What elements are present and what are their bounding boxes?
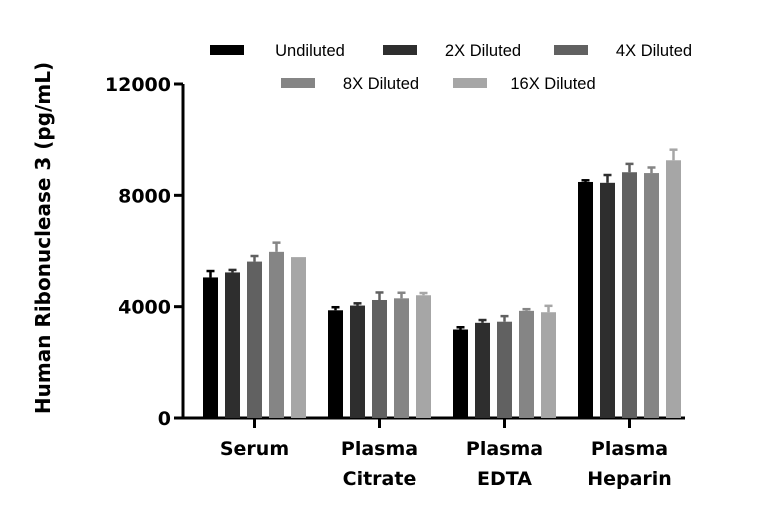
y-tick-label: 8000 xyxy=(118,185,171,207)
x-category-label: Heparin xyxy=(587,468,672,490)
legend-swatch xyxy=(210,45,244,55)
bar xyxy=(541,312,556,418)
bar xyxy=(600,182,615,418)
bar xyxy=(394,298,409,418)
y-axis-label: Human Ribonuclease 3 (pg/mL) xyxy=(31,62,55,414)
legend-swatch xyxy=(281,78,315,88)
x-category-label: Plasma xyxy=(591,438,668,460)
legend-swatch xyxy=(554,45,588,55)
x-category-label: Plasma xyxy=(466,438,543,460)
legend-entry: 8X Diluted xyxy=(343,75,419,93)
legend-entry: 2X Diluted xyxy=(445,42,521,60)
bar xyxy=(203,277,218,418)
bar xyxy=(247,261,262,418)
bar xyxy=(291,257,306,418)
legend-entry: 16X Diluted xyxy=(510,75,595,93)
bar xyxy=(453,329,468,418)
bar xyxy=(519,310,534,418)
bar xyxy=(622,172,637,418)
bar xyxy=(644,173,659,418)
x-category-label: Citrate xyxy=(343,468,417,490)
legend-swatch xyxy=(453,78,487,88)
plot-area: 0 4000 8000 12000 Serum Plasma Citrate Plasma ED… xyxy=(105,74,685,490)
bar xyxy=(497,321,512,418)
bar xyxy=(475,322,490,418)
x-category-label: Serum xyxy=(220,438,289,460)
y-tick-label: 0 xyxy=(158,408,171,430)
bar xyxy=(416,295,431,418)
legend-entry: 4X Diluted xyxy=(616,42,692,60)
bar xyxy=(225,272,240,418)
legend-swatch xyxy=(383,45,417,55)
bar xyxy=(372,299,387,418)
bar xyxy=(328,310,343,418)
x-category-label: EDTA xyxy=(477,468,532,490)
bar xyxy=(350,305,365,418)
legend-entry: Undiluted xyxy=(275,42,345,60)
bar xyxy=(269,251,284,418)
bar xyxy=(666,160,681,418)
y-tick-label: 4000 xyxy=(118,297,171,319)
legend: Undiluted 2X Diluted 4X Diluted 8X Diluted 1… xyxy=(210,42,692,93)
bar xyxy=(578,181,593,418)
y-tick-label: 12000 xyxy=(105,74,171,96)
x-category-label: Plasma xyxy=(341,438,418,460)
